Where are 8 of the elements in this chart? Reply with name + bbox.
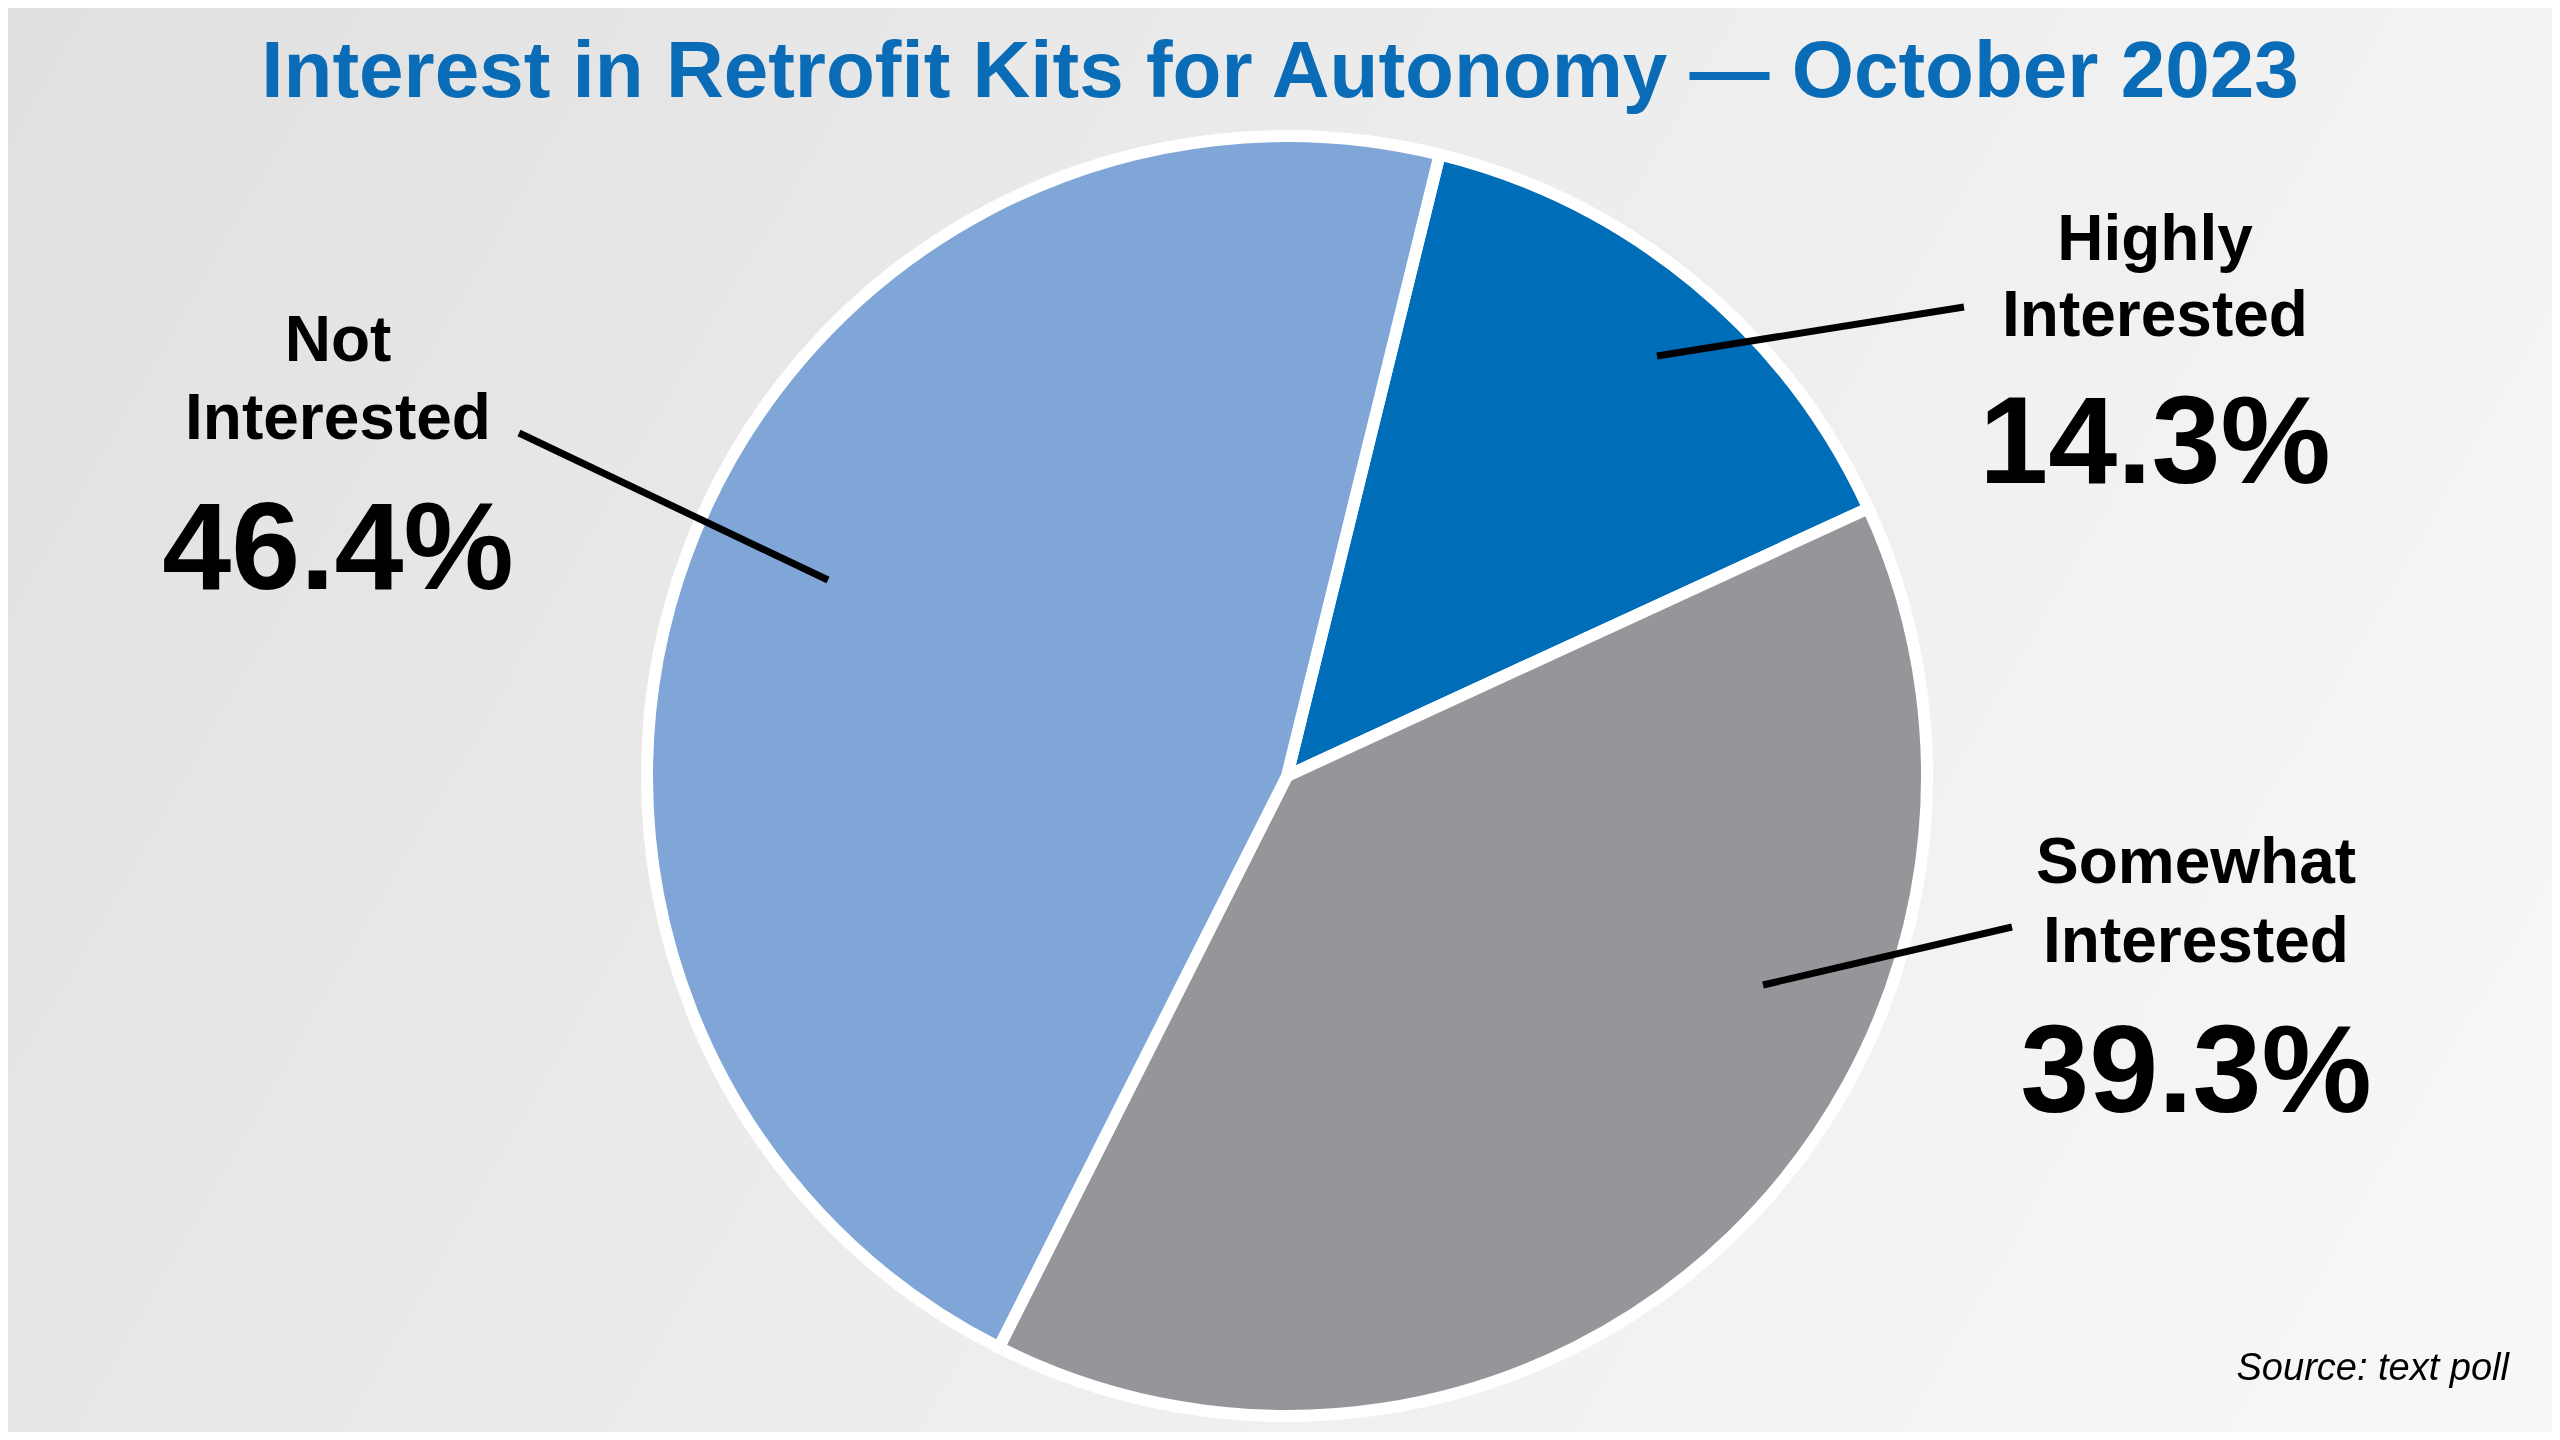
data-label: 39.3%	[2020, 1000, 2372, 1139]
slice-label: Not Interested	[185, 302, 491, 453]
source-note: Source: text poll	[2236, 1345, 2509, 1390]
slice-label: Highly Interested	[2002, 201, 2308, 350]
data-label: 46.4%	[162, 477, 514, 616]
slice-label: Somewhat Interested	[2035, 824, 2357, 976]
data-label: 14.3%	[1979, 371, 2331, 510]
chart-title: Interest in Retrofit Kits for Autonomy — October 2023	[260, 24, 2300, 116]
